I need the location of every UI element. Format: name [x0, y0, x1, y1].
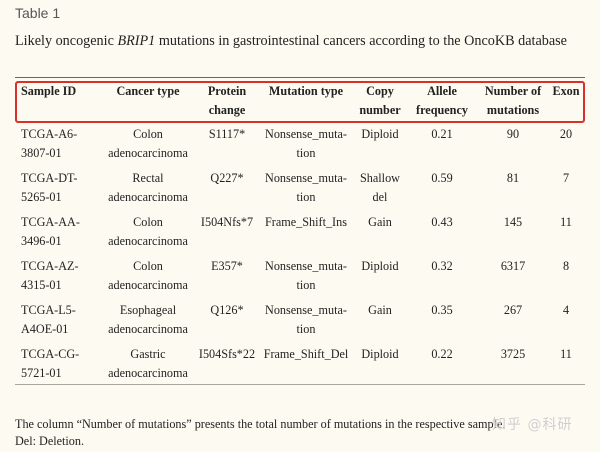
footnote-line-1: The column “Number of mutations” present…: [15, 417, 506, 431]
caption-suffix: mutations in gastrointestinal cancers ac…: [155, 33, 567, 49]
cancer-type: Rectal adenocarcinoma: [108, 171, 188, 204]
header-protein-change: Protein change: [207, 84, 247, 117]
sample-id: TCGA-A6- 3807-01: [21, 127, 78, 160]
exon: 8: [562, 259, 570, 273]
table-bottom-rule: [15, 384, 585, 385]
table-header-row: Sample ID Cancer type Protein change Muta…: [15, 81, 585, 125]
table-label: Table 1: [15, 5, 61, 21]
mutation-type: Nonsense_muta-tion: [265, 171, 347, 204]
allele-frequency: 0.32: [431, 259, 453, 273]
watermark: 知乎 @科研: [492, 417, 573, 433]
table-row: TCGA-A6- 3807-01 Colon adenocarcinoma S111…: [15, 125, 585, 169]
table-row: TCGA-AA- 3496-01 Colon adenocarcinoma I504…: [15, 213, 585, 257]
number-of-mutations: 267: [503, 303, 523, 317]
copy-number: Shallow del: [360, 171, 400, 204]
exon: 4: [562, 303, 570, 317]
allele-frequency: 0.21: [431, 127, 453, 141]
mutation-type: Nonsense_muta-tion: [265, 303, 347, 336]
number-of-mutations: 6317: [500, 259, 526, 273]
number-of-mutations: 145: [503, 215, 523, 229]
number-of-mutations: 81: [506, 171, 520, 185]
copy-number: Diploid: [361, 127, 399, 141]
header-copy-number: Copy number: [359, 84, 401, 117]
sample-id: TCGA-L5- A4OE-01: [21, 303, 76, 336]
table-row: TCGA-CG- 5721-01 Gastric adenocarcinoma I5…: [15, 345, 585, 389]
protein-change: S1117*: [208, 127, 246, 141]
header-exon: Exon: [552, 84, 580, 98]
mutation-type: Nonsense_muta-tion: [265, 259, 347, 292]
table-row: TCGA-AZ- 4315-01 Colon adenocarcinoma E357…: [15, 257, 585, 301]
header-mutation-type: Mutation type: [268, 84, 344, 98]
cancer-type: Gastric adenocarcinoma: [108, 347, 188, 380]
mutation-type: Frame_Shift_Ins: [265, 215, 347, 229]
cancer-type: Colon adenocarcinoma: [108, 215, 188, 248]
caption-prefix: Likely oncogenic: [15, 33, 118, 49]
table-row: TCGA-DT- 5265-01 Rectal adenocarcinoma Q22…: [15, 169, 585, 213]
exon: 20: [559, 127, 573, 141]
number-of-mutations: 90: [506, 127, 520, 141]
copy-number: Diploid: [361, 347, 399, 361]
cancer-type: Colon adenocarcinoma: [108, 259, 188, 292]
protein-change: E357*: [211, 259, 243, 273]
sample-id: TCGA-AZ- 4315-01: [21, 259, 79, 292]
sample-id: TCGA-DT- 5265-01: [21, 171, 78, 204]
table-top-rule: [15, 77, 585, 78]
cancer-type: Esophageal adenocarcinoma: [108, 303, 188, 336]
allele-frequency: 0.22: [431, 347, 453, 361]
copy-number: Diploid: [361, 259, 399, 273]
header-allele-frequency: Allele frequency: [416, 84, 468, 117]
allele-frequency: 0.35: [431, 303, 453, 317]
allele-frequency: 0.59: [431, 171, 453, 185]
table-footnote: The column “Number of mutations” present…: [15, 416, 505, 450]
protein-change: Q227*: [210, 171, 244, 185]
protein-change: I504Sfs*22: [198, 347, 256, 361]
allele-frequency: 0.43: [431, 215, 453, 229]
mutation-type: Frame_Shift_Del: [263, 347, 349, 361]
table-caption: Likely oncogenic BRIP1 mutations in gast…: [15, 33, 567, 50]
number-of-mutations: 3725: [500, 347, 526, 361]
table-row: TCGA-L5- A4OE-01 Esophageal adenocarcinoma…: [15, 301, 585, 345]
sample-id: TCGA-AA- 3496-01: [21, 215, 80, 248]
exon: 11: [560, 215, 572, 229]
header-number-of-mutations: Number of mutations: [484, 84, 542, 117]
copy-number: Gain: [368, 215, 392, 229]
cancer-type: Colon adenocarcinoma: [108, 127, 188, 160]
mutations-table: Sample ID Cancer type Protein change Muta…: [15, 81, 585, 389]
caption-gene: BRIP1: [117, 33, 156, 49]
exon: 11: [560, 347, 572, 361]
header-cancer-type: Cancer type: [116, 84, 180, 98]
sample-id: TCGA-CG- 5721-01: [21, 347, 80, 380]
copy-number: Gain: [368, 303, 392, 317]
exon: 7: [562, 171, 570, 185]
mutation-type: Nonsense_muta-tion: [265, 127, 347, 160]
header-sample-id: Sample ID: [21, 84, 77, 98]
protein-change: I504Nfs*7: [200, 215, 254, 229]
footnote-line-2: Del: Deletion.: [15, 434, 85, 448]
protein-change: Q126*: [210, 303, 244, 317]
